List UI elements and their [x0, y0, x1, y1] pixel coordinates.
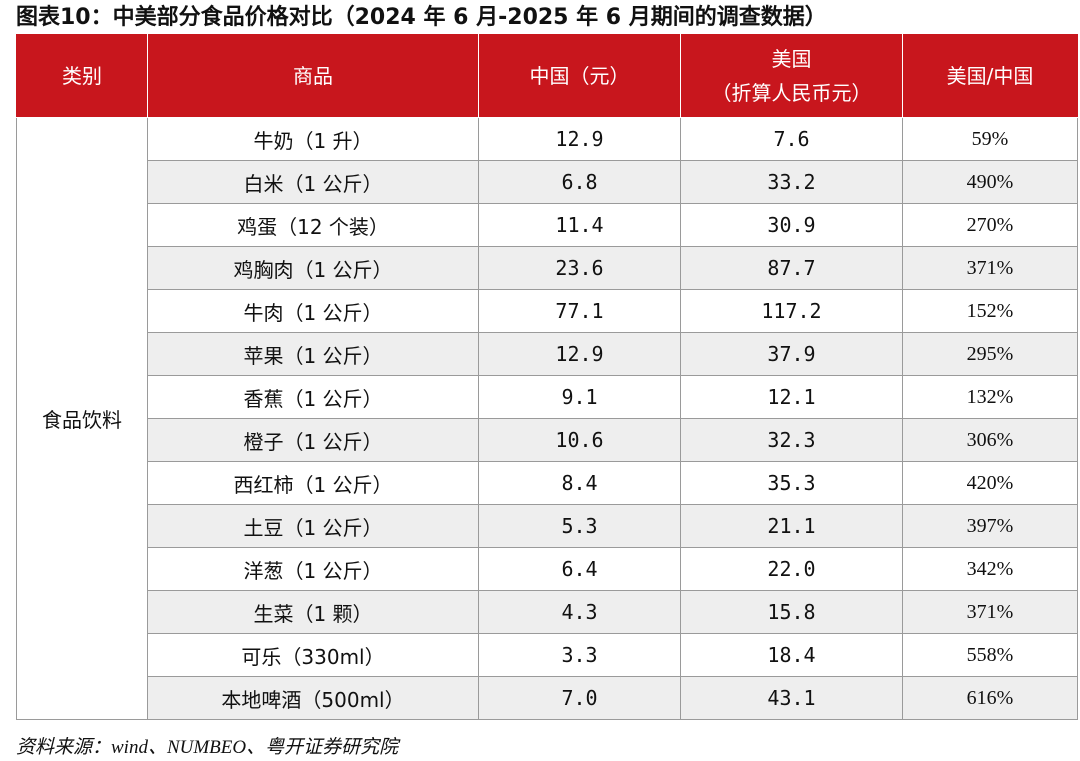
table-row: 牛肉（1 公斤） 77.1 117.2 152% [17, 289, 1078, 333]
ratio-cell: 371% [902, 246, 1078, 290]
ratio-cell: 270% [902, 203, 1078, 247]
usa-price-cell: 37.9 [680, 332, 903, 376]
usa-price-cell: 35.3 [680, 461, 903, 505]
table-row: 可乐（330ml） 3.3 18.4 558% [17, 633, 1078, 677]
ratio-cell: 490% [902, 160, 1078, 204]
table-row: 生菜（1 颗） 4.3 15.8 371% [17, 590, 1078, 634]
item-cell: 白米（1 公斤） [147, 160, 479, 204]
item-cell: 牛奶（1 升） [147, 117, 479, 161]
price-comparison-table: 类别 商品 中国（元） 美国 （折算人民币元） 美国/中国 食品饮料 牛奶（1 升… [16, 34, 1078, 720]
table-body: 食品饮料 牛奶（1 升） 12.9 7.6 59% 白米（1 公斤） 6.8 33.2 490%… [16, 117, 1078, 720]
china-price-cell: 12.9 [478, 332, 681, 376]
china-price-cell: 6.4 [478, 547, 681, 591]
china-price-cell: 4.3 [478, 590, 681, 634]
item-cell: 西红柿（1 公斤） [147, 461, 479, 505]
item-cell: 苹果（1 公斤） [147, 332, 479, 376]
item-cell: 橙子（1 公斤） [147, 418, 479, 462]
ratio-cell: 295% [902, 332, 1078, 376]
china-price-cell: 3.3 [478, 633, 681, 677]
item-cell: 洋葱（1 公斤） [147, 547, 479, 591]
table-row: 本地啤酒（500ml） 7.0 43.1 616% [17, 676, 1078, 720]
china-price-cell: 10.6 [478, 418, 681, 462]
usa-price-cell: 87.7 [680, 246, 903, 290]
header-item: 商品 [147, 34, 479, 118]
table-row: 食品饮料 牛奶（1 升） 12.9 7.6 59% [16, 117, 1078, 720]
table-row: 橙子（1 公斤） 10.6 32.3 306% [17, 418, 1078, 462]
table-row: 洋葱（1 公斤） 6.4 22.0 342% [17, 547, 1078, 591]
china-price-cell: 9.1 [478, 375, 681, 419]
header-category: 类别 [16, 34, 148, 118]
ratio-cell: 371% [902, 590, 1078, 634]
usa-price-cell: 15.8 [680, 590, 903, 634]
ratio-cell: 397% [902, 504, 1078, 548]
usa-price-cell: 117.2 [680, 289, 903, 333]
ratio-cell: 420% [902, 461, 1078, 505]
table-row: 香蕉（1 公斤） 9.1 12.1 132% [17, 375, 1078, 419]
usa-price-cell: 7.6 [680, 117, 903, 161]
item-cell: 香蕉（1 公斤） [147, 375, 479, 419]
item-cell: 鸡蛋（12 个装） [147, 203, 479, 247]
figure-title: 图表10：中美部分食品价格对比（2024 年 6 月-2025 年 6 月期间的… [16, 5, 827, 30]
item-cell: 牛肉（1 公斤） [147, 289, 479, 333]
table-row: 鸡蛋（12 个装） 11.4 30.9 270% [17, 203, 1078, 247]
usa-price-cell: 33.2 [680, 160, 903, 204]
china-price-cell: 11.4 [478, 203, 681, 247]
item-cell: 可乐（330ml） [147, 633, 479, 677]
usa-price-cell: 30.9 [680, 203, 903, 247]
ratio-cell: 616% [902, 676, 1078, 720]
china-price-cell: 7.0 [478, 676, 681, 720]
source-note: 资料来源：wind、NUMBEO、粤开证券研究院 [16, 737, 399, 758]
usa-price-cell: 21.1 [680, 504, 903, 548]
china-price-cell: 6.8 [478, 160, 681, 204]
item-cell: 鸡胸肉（1 公斤） [147, 246, 479, 290]
table-row: 白米（1 公斤） 6.8 33.2 490% [17, 160, 1078, 204]
header-row: 类别 商品 中国（元） 美国 （折算人民币元） 美国/中国 [16, 34, 1078, 118]
usa-price-cell: 32.3 [680, 418, 903, 462]
header-ratio: 美国/中国 [902, 34, 1078, 118]
header-usa-line1: 美国 [771, 47, 812, 71]
table-row: 西红柿（1 公斤） 8.4 35.3 420% [17, 461, 1078, 505]
china-price-cell: 23.6 [478, 246, 681, 290]
header-usa: 美国 （折算人民币元） [680, 34, 903, 118]
china-price-cell: 8.4 [478, 461, 681, 505]
usa-price-cell: 18.4 [680, 633, 903, 677]
usa-price-cell: 22.0 [680, 547, 903, 591]
usa-price-cell: 43.1 [680, 676, 903, 720]
usa-price-cell: 12.1 [680, 375, 903, 419]
ratio-cell: 558% [902, 633, 1078, 677]
ratio-cell: 59% [902, 117, 1078, 161]
header-usa-line2: （折算人民币元） [711, 81, 872, 105]
table-row: 鸡胸肉（1 公斤） 23.6 87.7 371% [17, 246, 1078, 290]
header-china: 中国（元） [478, 34, 681, 118]
ratio-cell: 342% [902, 547, 1078, 591]
category-cell: 食品饮料 [16, 117, 148, 720]
item-cell: 本地啤酒（500ml） [147, 676, 479, 720]
item-cell: 土豆（1 公斤） [147, 504, 479, 548]
ratio-cell: 132% [902, 375, 1078, 419]
item-cell: 生菜（1 颗） [147, 590, 479, 634]
table-row: 土豆（1 公斤） 5.3 21.1 397% [17, 504, 1078, 548]
ratio-cell: 152% [902, 289, 1078, 333]
china-price-cell: 12.9 [478, 117, 681, 161]
china-price-cell: 5.3 [478, 504, 681, 548]
ratio-cell: 306% [902, 418, 1078, 462]
table-row: 苹果（1 公斤） 12.9 37.9 295% [17, 332, 1078, 376]
china-price-cell: 77.1 [478, 289, 681, 333]
